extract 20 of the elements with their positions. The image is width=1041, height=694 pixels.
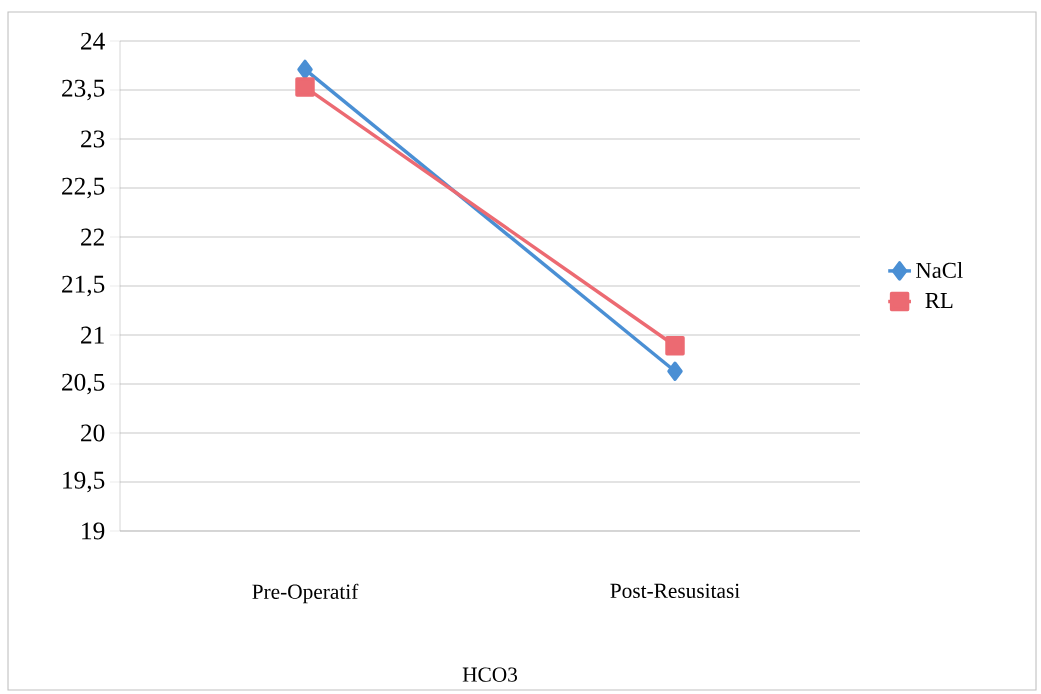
- y-tick-label: 22,5: [62, 177, 105, 199]
- x-tick-label: Pre-Operatif: [252, 583, 359, 604]
- y-tick-label: 20,5: [62, 373, 105, 395]
- legend-label: RL: [925, 293, 953, 308]
- point: [295, 77, 315, 97]
- y-tick-label: 21: [81, 326, 104, 344]
- x-axis-title: HCO3: [462, 667, 518, 682]
- y-tick-label: 23,5: [62, 79, 105, 101]
- point: [665, 336, 685, 356]
- y-tick-label: 23: [81, 130, 105, 148]
- point: [667, 361, 683, 381]
- y-tick-label: 21,5: [62, 275, 105, 297]
- y-tick-label: 20: [81, 424, 105, 442]
- x-tick-label: Post-Resusitasi: [610, 583, 740, 599]
- y-tick-label: 19: [82, 522, 105, 540]
- legend-label: NaCl: [916, 262, 963, 279]
- y-tick-label: 22: [81, 228, 104, 246]
- y-tick-label: 24: [81, 32, 105, 50]
- y-tick-label: 19,5: [63, 471, 105, 493]
- point: [297, 59, 313, 80]
